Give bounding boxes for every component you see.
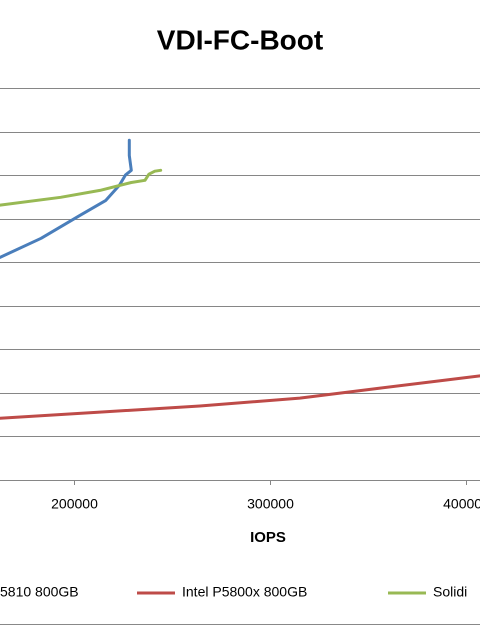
legend-label: Solidi bbox=[433, 584, 467, 600]
chart-title: VDI-FC-Boot bbox=[157, 24, 323, 55]
legend-label: Intel P5800x 800GB bbox=[182, 584, 307, 600]
x-tick-label: 200000 bbox=[51, 496, 98, 512]
series-line bbox=[0, 374, 480, 420]
legend-label: 5810 800GB bbox=[0, 584, 79, 600]
x-tick-label: 300000 bbox=[247, 496, 294, 512]
series-line bbox=[0, 138, 133, 259]
x-tick-label: 400000 bbox=[443, 496, 480, 512]
series-line bbox=[0, 168, 163, 207]
x-axis-label: IOPS bbox=[250, 529, 286, 546]
